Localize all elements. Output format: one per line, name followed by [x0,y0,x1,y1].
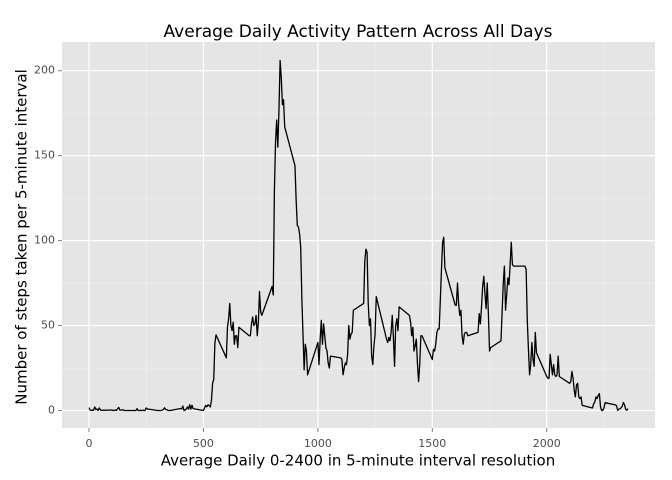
y-axis-title: Number of steps taken per 5-minute inter… [13,69,31,405]
y-tick-label: 100 [34,234,55,247]
y-tick-label: 200 [34,64,55,77]
y-tick-label: 150 [34,149,55,162]
plot-panel [62,42,655,428]
x-axis-title: Average Daily 0-2400 in 5-minute interva… [161,452,555,470]
x-tick-label: 1000 [304,437,332,450]
x-tick-label: 0 [86,437,93,450]
y-tick-label: 0 [48,404,55,417]
y-tick-label: 50 [41,319,55,332]
x-tick-label: 1500 [418,437,446,450]
x-tick-label: 2000 [533,437,561,450]
x-tick-label: 500 [193,437,214,450]
chart-title: Average Daily Activity Pattern Across Al… [164,22,553,42]
data-line [88,59,629,412]
